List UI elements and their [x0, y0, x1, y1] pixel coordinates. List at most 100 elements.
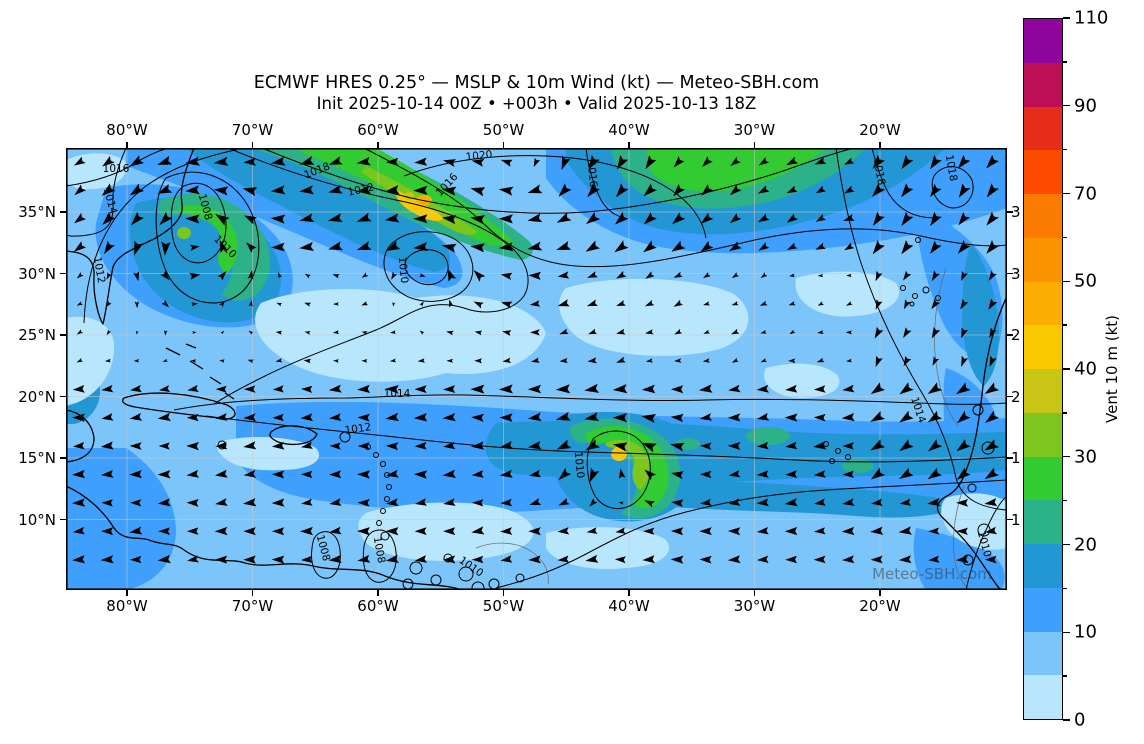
mslp-contour [155, 171, 260, 304]
wind-arrow [989, 327, 997, 338]
wind-arrow [243, 555, 256, 564]
wind-arrow [385, 442, 399, 451]
wind-arrow [385, 527, 399, 536]
wind-arrow [356, 241, 372, 250]
wind-arrow [903, 327, 912, 338]
wind-arrow [558, 183, 572, 197]
wind-arrow [357, 499, 370, 507]
wind-arrow [413, 214, 428, 224]
x-tick-mark-bottom [879, 590, 881, 596]
wind-arrow [390, 330, 396, 334]
wind-arrow [533, 157, 541, 168]
wind-arrow [813, 441, 827, 450]
wind-arrow [928, 527, 940, 535]
wind-arrow [186, 442, 199, 451]
island-or-terrain-contour [835, 448, 841, 454]
wind-arrow [213, 156, 229, 166]
wind-arrow [898, 526, 912, 535]
wind-arrow [815, 242, 826, 250]
wind-speed-region [676, 438, 700, 450]
wind-arrow [784, 413, 798, 422]
wind-arrow [842, 384, 855, 393]
wind-arrow [561, 155, 571, 170]
wind-arrow [304, 331, 311, 335]
wind-speed-region [842, 459, 874, 473]
wind-arrow [72, 385, 85, 393]
wind-arrow [984, 498, 998, 507]
wind-speed-region [962, 243, 999, 386]
x-tick-mark-top [628, 142, 630, 148]
wind-arrow [414, 157, 428, 166]
wind-arrow [301, 385, 313, 393]
island-or-terrain-contour [373, 452, 379, 458]
wind-arrow [843, 185, 855, 194]
wind-arrow [528, 555, 541, 564]
wind-arrow [471, 526, 485, 535]
colorbar-tick-mark [1063, 324, 1067, 326]
wind-speed-region [795, 271, 900, 317]
x-tick-mark-top [502, 142, 505, 148]
wind-arrow [789, 273, 795, 278]
wind-arrow [186, 527, 199, 535]
wind-arrow [76, 358, 83, 363]
wind-arrow [901, 240, 914, 255]
wind-arrow [813, 470, 826, 478]
x-tick-label-top: 50°W [482, 121, 525, 139]
wind-arrow [301, 441, 313, 449]
colorbar-tick-mark [1063, 148, 1067, 151]
wind-arrow [328, 241, 343, 251]
y-tick-mark-left [60, 457, 66, 459]
wind-arrow [500, 555, 513, 563]
y-tick-label-left: 10°N [18, 510, 56, 529]
wind-arrow [442, 469, 456, 478]
mslp-contour-label: 1018 [943, 154, 959, 182]
y-tick-mark-left [60, 272, 66, 275]
wind-arrow [300, 526, 313, 536]
wind-arrow [644, 469, 656, 481]
wind-arrow [133, 359, 140, 363]
wind-arrow [163, 330, 168, 336]
y-tick-label-right-clipped: 3 [1011, 264, 1021, 283]
wind-arrow [899, 467, 914, 479]
wind-arrow [72, 442, 85, 450]
colorbar-segment [1024, 19, 1062, 63]
wind-arrow [106, 329, 112, 336]
wind-arrow [357, 413, 370, 422]
wind-arrow [729, 213, 742, 224]
x-tick-mark-bottom [126, 590, 128, 596]
wind-arrow [301, 498, 313, 506]
wind-arrow [72, 498, 86, 507]
wind-arrow [414, 470, 428, 479]
wind-arrow [871, 498, 883, 506]
wind-arrow [986, 154, 999, 169]
island-or-terrain-contour [915, 237, 921, 243]
wind-arrow [875, 270, 883, 282]
wind-arrow [527, 412, 542, 422]
wind-arrow [498, 242, 514, 252]
wind-arrow [557, 299, 570, 307]
wind-arrow [584, 383, 600, 393]
wind-arrow [616, 328, 626, 335]
wind-arrow [275, 358, 283, 363]
colorbar-tick-label: 50 [1074, 270, 1097, 292]
wind-arrow [760, 330, 767, 334]
wind-arrow [270, 214, 286, 224]
wind-arrow [873, 211, 885, 226]
wind-arrow [614, 240, 629, 253]
wind-arrow [758, 242, 770, 251]
wind-arrow [242, 187, 258, 196]
wind-speed-region [66, 316, 115, 406]
mslp-contour [965, 495, 1007, 590]
mslp-contour-label: 1014 [384, 388, 411, 400]
wind-arrow [586, 299, 598, 307]
wind-arrow [872, 183, 885, 197]
wind-arrow [158, 527, 170, 535]
wind-arrow [219, 240, 228, 253]
wind-arrow [785, 441, 798, 450]
wind-arrow [759, 300, 768, 306]
wind-arrow [645, 271, 655, 279]
wind-arrow [104, 240, 115, 255]
colorbar-tick-mark [1063, 61, 1067, 63]
wind-arrow [956, 527, 968, 535]
